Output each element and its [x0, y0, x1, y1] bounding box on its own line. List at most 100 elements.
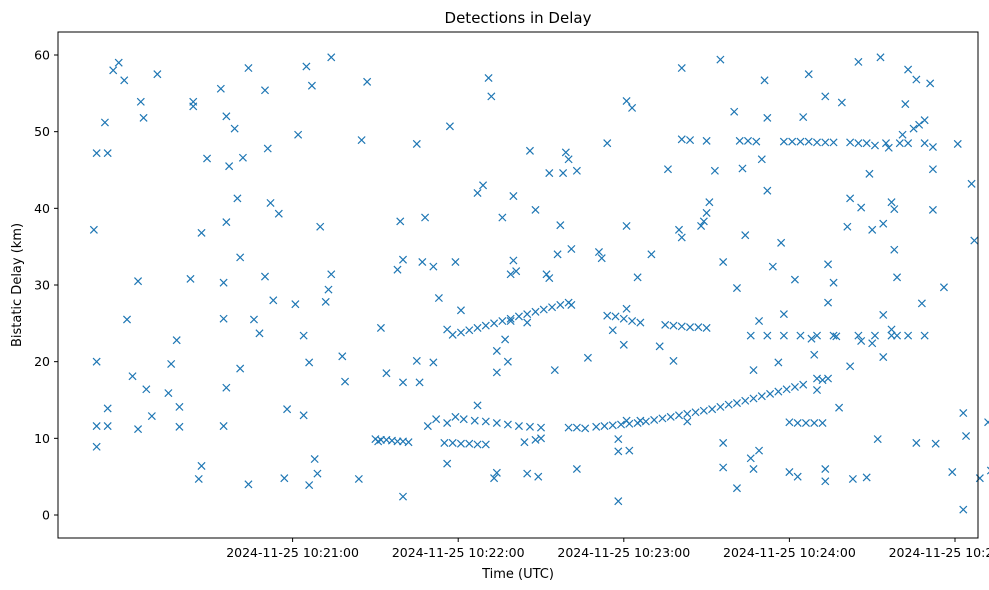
data-point [928, 205, 937, 214]
data-point [870, 331, 879, 340]
data-point [865, 169, 874, 178]
data-point [821, 477, 830, 486]
data-point [931, 439, 940, 448]
data-point [545, 274, 554, 283]
data-point [490, 474, 499, 483]
y-tick-label: 30 [34, 278, 50, 293]
data-point [194, 474, 203, 483]
data-point [324, 285, 333, 294]
data-point [801, 418, 810, 428]
data-point [666, 412, 675, 421]
data-point [415, 378, 424, 387]
data-point [92, 357, 101, 366]
data-point [581, 424, 590, 433]
data-point [790, 275, 799, 284]
data-point [559, 169, 568, 178]
data-point [222, 218, 231, 227]
data-point [879, 219, 888, 228]
data-point [556, 300, 565, 309]
data-point [804, 137, 813, 146]
data-point [512, 267, 521, 276]
data-point [741, 231, 750, 240]
data-point [509, 256, 518, 265]
data-point [719, 438, 728, 447]
data-point [302, 62, 311, 71]
data-point [757, 392, 766, 401]
data-point [686, 323, 695, 332]
data-point [263, 144, 272, 153]
data-point [854, 139, 863, 148]
data-point [752, 137, 761, 146]
data-point [236, 253, 245, 262]
data-point [669, 356, 678, 365]
x-axis-label: Time (UTC) [481, 567, 554, 582]
data-point [890, 245, 899, 254]
data-point [492, 468, 501, 477]
data-point [114, 58, 123, 67]
y-tick-label: 20 [34, 354, 50, 369]
data-point [479, 181, 488, 190]
data-point [970, 236, 979, 245]
data-point [134, 425, 143, 434]
data-point [592, 422, 601, 431]
data-point [147, 412, 156, 421]
data-point [283, 405, 292, 414]
data-point [305, 481, 314, 490]
data-point [514, 312, 523, 321]
data-point [327, 53, 336, 62]
data-point [531, 307, 540, 316]
data-point [674, 411, 684, 420]
data-point [600, 422, 609, 431]
data-point [310, 455, 319, 464]
data-point [550, 366, 559, 375]
data-point [445, 122, 454, 131]
data-point [948, 468, 957, 477]
data-point [473, 323, 482, 332]
data-point [260, 272, 270, 281]
data-point [219, 314, 228, 323]
data-point [741, 396, 750, 405]
data-point [128, 372, 137, 381]
data-point [255, 329, 264, 338]
data-point [975, 474, 984, 483]
data-point [503, 357, 512, 366]
x-tick-label: 2024-11-25 10:24:00 [723, 545, 856, 560]
data-point [492, 368, 501, 377]
data-point [705, 198, 714, 207]
data-point [732, 484, 741, 493]
data-point [683, 417, 692, 426]
data-point [216, 84, 225, 93]
data-point [898, 130, 907, 139]
data-point [760, 76, 769, 85]
data-point [691, 408, 700, 417]
data-point [490, 319, 499, 328]
data-point [503, 420, 512, 429]
data-point [658, 414, 667, 423]
data-point [398, 255, 408, 264]
data-point [732, 399, 741, 408]
data-point [92, 442, 101, 451]
data-point [749, 394, 758, 403]
data-point [172, 336, 181, 345]
data-point [448, 438, 457, 447]
data-point [509, 192, 518, 201]
data-point [451, 257, 460, 267]
data-point [103, 422, 112, 431]
data-point [421, 213, 430, 222]
data-point [92, 149, 101, 158]
data-point [876, 53, 885, 62]
data-point [553, 250, 562, 259]
data-point [716, 402, 725, 411]
data-point [862, 139, 871, 148]
data-point [219, 278, 228, 287]
data-point [647, 250, 656, 259]
data-point [909, 124, 918, 133]
data-point [622, 221, 631, 230]
data-point [904, 139, 913, 148]
data-point [917, 299, 926, 308]
data-point [100, 118, 109, 127]
data-point [738, 164, 747, 173]
data-point [567, 300, 576, 309]
data-point [893, 331, 902, 340]
data-point [498, 213, 507, 222]
